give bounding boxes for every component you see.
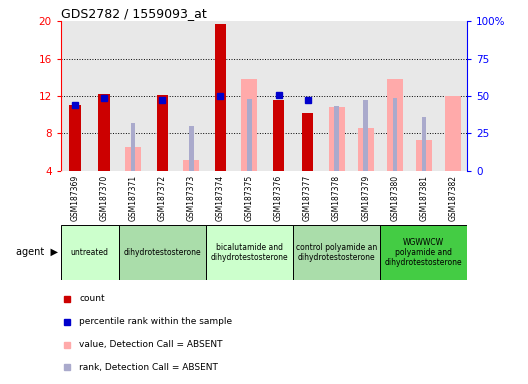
- Text: GSM187380: GSM187380: [390, 175, 399, 221]
- Bar: [214, 24, 227, 171]
- Bar: [70, 105, 81, 171]
- Bar: [357, 128, 374, 171]
- Text: agent  ▶: agent ▶: [16, 247, 58, 258]
- Text: GSM187377: GSM187377: [303, 175, 312, 221]
- Bar: [131, 123, 136, 171]
- Text: GSM187379: GSM187379: [361, 175, 370, 221]
- Bar: [247, 99, 252, 171]
- Text: GSM187371: GSM187371: [129, 175, 138, 221]
- Text: value, Detection Call = ABSENT: value, Detection Call = ABSENT: [79, 340, 222, 349]
- Bar: [328, 107, 345, 171]
- Bar: [380, 225, 467, 280]
- Text: bicalutamide and
dihydrotestosterone: bicalutamide and dihydrotestosterone: [211, 243, 288, 262]
- Bar: [334, 106, 339, 171]
- Text: GSM187382: GSM187382: [448, 175, 457, 221]
- Bar: [392, 98, 397, 171]
- Text: GSM187376: GSM187376: [274, 175, 283, 221]
- Text: untreated: untreated: [71, 248, 109, 257]
- Text: GSM187374: GSM187374: [216, 175, 225, 221]
- Text: dihydrotestosterone: dihydrotestosterone: [124, 248, 201, 257]
- Text: GSM187373: GSM187373: [187, 175, 196, 221]
- Text: GDS2782 / 1559093_at: GDS2782 / 1559093_at: [61, 7, 206, 20]
- Bar: [189, 126, 194, 171]
- Bar: [206, 225, 293, 280]
- Bar: [61, 225, 119, 280]
- Text: GSM187381: GSM187381: [419, 175, 428, 221]
- Bar: [302, 113, 314, 171]
- Bar: [293, 225, 380, 280]
- Text: GSM187370: GSM187370: [100, 175, 109, 221]
- Text: rank, Detection Call = ABSENT: rank, Detection Call = ABSENT: [79, 363, 218, 372]
- Bar: [386, 79, 403, 171]
- Bar: [119, 225, 206, 280]
- Text: WGWWCW
polyamide and
dihydrotestosterone: WGWWCW polyamide and dihydrotestosterone: [385, 238, 463, 267]
- Bar: [445, 96, 461, 171]
- Bar: [272, 100, 284, 171]
- Bar: [125, 147, 142, 171]
- Text: percentile rank within the sample: percentile rank within the sample: [79, 317, 232, 326]
- Bar: [363, 100, 368, 171]
- Bar: [416, 140, 432, 171]
- Bar: [157, 95, 168, 171]
- Bar: [421, 117, 426, 171]
- Text: control polyamide an
dihydrotestosterone: control polyamide an dihydrotestosterone: [296, 243, 377, 262]
- Bar: [183, 160, 200, 171]
- Text: GSM187372: GSM187372: [158, 175, 167, 221]
- Bar: [241, 79, 258, 171]
- Text: GSM187369: GSM187369: [71, 175, 80, 221]
- Text: count: count: [79, 295, 105, 303]
- Text: GSM187378: GSM187378: [332, 175, 341, 221]
- Text: GSM187375: GSM187375: [245, 175, 254, 221]
- Bar: [99, 94, 110, 171]
